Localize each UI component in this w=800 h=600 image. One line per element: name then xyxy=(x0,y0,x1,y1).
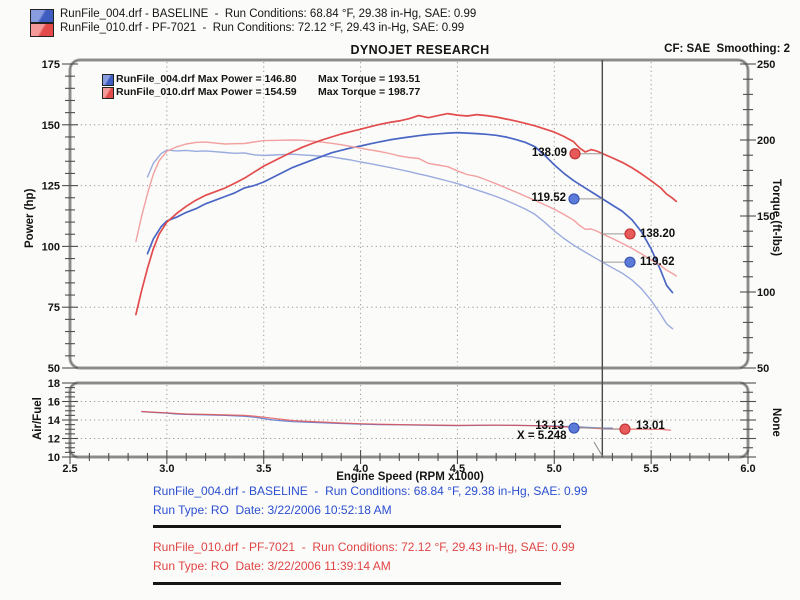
x-tick-label: 5.5 xyxy=(643,463,658,475)
inner-legend-run1-torque: Max Torque = 193.51 xyxy=(318,73,421,85)
power-tick-label: 50 xyxy=(48,363,60,375)
power-tick-label: 150 xyxy=(42,120,60,132)
x-tick-label: 3.0 xyxy=(159,463,174,475)
cursor-x-label: X = 5.248 xyxy=(517,430,567,442)
power-curve-RunFile_010.drf xyxy=(135,112,678,316)
power-curve-RunFile_004.drf xyxy=(146,131,674,294)
torque-curve-RunFile_004.drf xyxy=(146,149,674,330)
af-tick-label: 12 xyxy=(48,434,60,446)
inner-legend-run1-power: RunFile_004.drf Max Power = 146.80 xyxy=(116,73,297,85)
power-tick-label: 75 xyxy=(48,302,60,314)
af-tick-label: 16 xyxy=(48,397,60,409)
footer-run2-conditions: RunFile_010.drf - PF-7021 - Run Conditio… xyxy=(153,540,575,554)
run2-legend-text: RunFile_010.drf - PF-7021 - Run Conditio… xyxy=(60,22,465,34)
x-tick-label: 4.5 xyxy=(450,463,465,475)
power-axis-title: Power (hp) xyxy=(24,188,36,248)
cursor-value-red-torque: 138.20 xyxy=(640,228,676,240)
af-right-axis-title: None xyxy=(770,407,782,437)
main-chart-frame xyxy=(68,58,750,370)
torque-axis-title: Torque (ft-lbs) xyxy=(770,179,782,257)
footer-run1-runtype: Run Type: RO Date: 3/22/2006 10:52:18 AM xyxy=(153,503,392,517)
cursor-value-blue-torque: 119.62 xyxy=(640,256,675,268)
power-tick-label: 175 xyxy=(42,59,60,71)
marker-blue-af xyxy=(568,422,580,434)
af-tick-label: 14 xyxy=(48,415,61,427)
inner-legend-swatch-run2 xyxy=(102,87,114,99)
chart-title: DYNOJET RESEARCH xyxy=(350,43,490,57)
footer-divider-2 xyxy=(153,582,561,585)
run1-legend-text: RunFile_004.drf - BASELINE - Run Conditi… xyxy=(60,8,477,20)
torque-tick-label: 150 xyxy=(757,211,775,223)
cursor-value-red-af: 13.01 xyxy=(636,420,665,432)
marker-blue-power xyxy=(568,193,580,205)
footer-run1-conditions: RunFile_004.drf - BASELINE - Run Conditi… xyxy=(153,484,588,498)
torque-tick-label: 250 xyxy=(757,59,775,71)
inner-legend-run2-torque: Max Torque = 198.77 xyxy=(318,86,421,98)
inner-legend-run2-power: RunFile_010.drf Max Power = 154.59 xyxy=(116,86,297,98)
main-chart-frame-edge xyxy=(69,59,749,369)
run1-color-swatch xyxy=(30,9,54,23)
x-tick-label: 3.5 xyxy=(256,463,271,475)
x-axis-title: Engine Speed (RPM x1000) xyxy=(336,471,484,483)
x-tick-label: 5.0 xyxy=(547,463,562,475)
marker-red-torque xyxy=(624,228,636,240)
af-tick-label: 18 xyxy=(48,378,60,390)
torque-tick-label: 50 xyxy=(757,363,769,375)
cursor-label-pointer xyxy=(593,441,603,457)
x-tick-label: 2.5 xyxy=(62,463,77,475)
torque-tick-label: 100 xyxy=(757,287,775,299)
af-tick-label: 10 xyxy=(48,452,60,464)
x-tick-label: 6.0 xyxy=(740,463,755,475)
cursor-value-red-power: 138.09 xyxy=(531,147,567,159)
torque-curve-RunFile_010.drf xyxy=(135,139,677,277)
inner-legend-swatch-run1 xyxy=(102,74,114,86)
marker-red-power xyxy=(569,148,581,160)
cursor-value-blue-power: 119.52 xyxy=(531,192,566,204)
run2-color-swatch xyxy=(30,23,54,37)
power-tick-label: 125 xyxy=(42,181,60,193)
footer-run2-runtype: Run Type: RO Date: 3/22/2006 11:39:14 AM xyxy=(153,559,391,573)
cursor-value-blue-af: 13.13 xyxy=(535,420,564,432)
af-axis-title: Air/Fuel xyxy=(32,397,44,441)
power-tick-label: 100 xyxy=(42,241,60,253)
marker-red-af xyxy=(619,423,631,435)
footer-divider-1 xyxy=(153,525,561,528)
cf-smoothing-label: CF: SAE Smoothing: 2 xyxy=(664,43,790,55)
marker-blue-torque xyxy=(624,256,636,268)
torque-tick-label: 200 xyxy=(757,135,775,147)
x-tick-label: 4.0 xyxy=(353,463,368,475)
